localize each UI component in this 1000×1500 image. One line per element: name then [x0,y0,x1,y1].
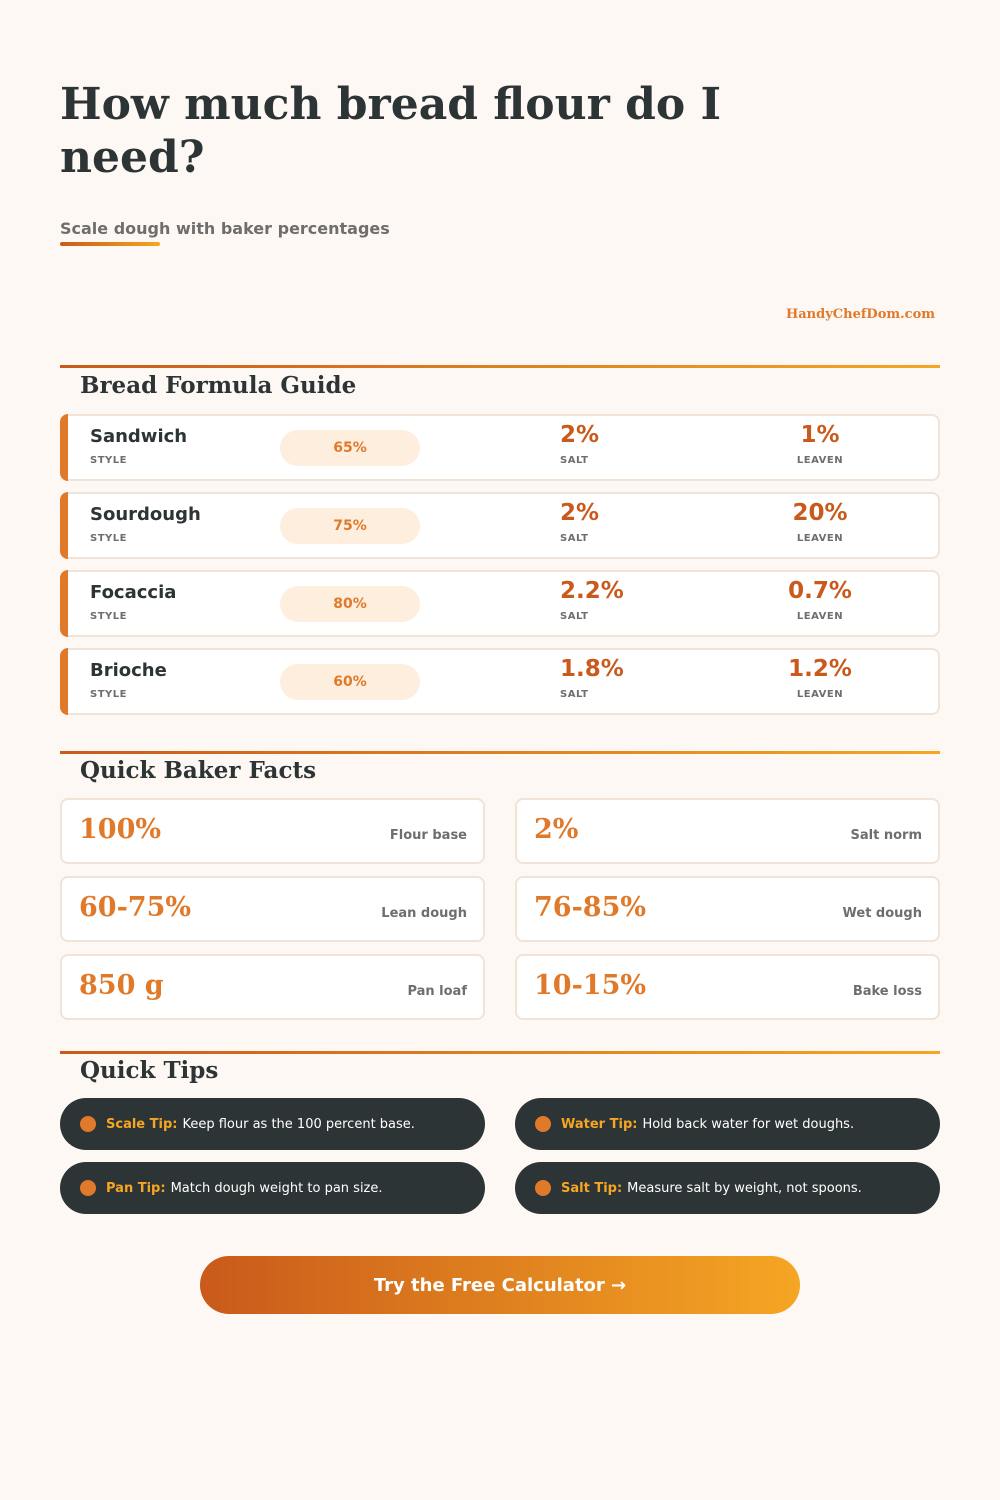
fact-label: Pan loaf [407,984,467,999]
page-title: How much bread flour do I need? [60,79,722,183]
tip-label: Scale Tip: [106,1116,178,1132]
fact-value: 850 g [79,970,164,1001]
fact-card: 100% Flour base [60,798,485,864]
salt-label: SALT [560,689,589,700]
row-accent [60,570,68,637]
tip-label: Water Tip: [561,1116,638,1132]
bullet-dot-icon [535,1180,551,1196]
formula-style-name: Sourdough [90,504,201,525]
salt-label: SALT [560,455,589,466]
formula-style-name: Sandwich [90,426,188,447]
section-divider [60,1051,940,1054]
hydration-pill: 65% [280,430,420,466]
formula-guide-title: Bread Formula Guide [80,372,357,399]
salt-label: SALT [560,611,589,622]
salt-value: 2% [560,500,600,526]
tip-label: Salt Tip: [561,1180,623,1196]
fact-card: 10-15% Bake loss [515,954,940,1020]
row-accent [60,492,68,559]
leaven-label: LEAVEN [796,455,844,466]
fact-card: 850 g Pan loaf [60,954,485,1020]
leaven-value: 1% [800,422,840,448]
salt-value: 2% [560,422,600,448]
salt-value: 1.8% [560,656,624,682]
fact-label: Flour base [389,828,467,843]
style-label: STYLE [90,455,127,466]
bullet-dot-icon [80,1180,96,1196]
fact-value: 10-15% [534,970,647,1001]
salt-value: 2.2% [560,578,624,604]
formula-row-focaccia: Focaccia STYLE 80% 2.2% SALT 0.7% LEAVEN [60,570,940,637]
section-divider [60,365,940,368]
formula-row-brioche: Brioche STYLE 60% 1.8% SALT 1.2% LEAVEN [60,648,940,715]
fact-value: 2% [534,814,579,845]
fact-value: 100% [79,814,162,845]
leaven-label: LEAVEN [796,611,844,622]
formula-row-sourdough: Sourdough STYLE 75% 2% SALT 20% LEAVEN [60,492,940,559]
facts-title: Quick Baker Facts [80,757,317,784]
fact-label: Salt norm [850,828,922,843]
leaven-label: LEAVEN [796,533,844,544]
hydration-pill: 60% [280,664,420,700]
formula-style-name: Brioche [90,660,167,681]
fact-label: Bake loss [852,984,922,999]
tip-card: Water Tip: Hold back water for wet dough… [515,1098,940,1150]
fact-card: 60-75% Lean dough [60,876,485,942]
fact-card: 2% Salt norm [515,798,940,864]
tip-text: Keep flour as the 100 percent base. [182,1116,415,1132]
bullet-dot-icon [535,1116,551,1132]
tip-text: Match dough weight to pan size. [170,1180,383,1196]
style-label: STYLE [90,689,127,700]
tip-text: Hold back water for wet doughs. [642,1116,855,1132]
page-subtitle: Scale dough with baker percentages [60,219,390,238]
style-label: STYLE [90,611,127,622]
subtitle-underline [60,242,160,246]
fact-label: Wet dough [842,906,923,921]
leaven-value: 1.2% [788,656,852,682]
section-divider [60,751,940,754]
leaven-value: 0.7% [788,578,852,604]
tip-label: Pan Tip: [106,1180,166,1196]
tip-text: Measure salt by weight, not spoons. [627,1180,862,1196]
leaven-value: 20% [792,500,848,526]
fact-value: 76-85% [534,892,647,923]
row-accent [60,648,68,715]
fact-label: Lean dough [381,906,467,921]
leaven-label: LEAVEN [796,689,844,700]
salt-label: SALT [560,533,589,544]
formula-style-name: Focaccia [90,582,177,603]
bullet-dot-icon [80,1116,96,1132]
hydration-pill: 80% [280,586,420,622]
style-label: STYLE [90,533,127,544]
tip-card: Pan Tip: Match dough weight to pan size. [60,1162,485,1214]
tip-card: Salt Tip: Measure salt by weight, not sp… [515,1162,940,1214]
tip-card: Scale Tip: Keep flour as the 100 percent… [60,1098,485,1150]
hydration-pill: 75% [280,508,420,544]
fact-value: 60-75% [79,892,192,923]
tips-title: Quick Tips [80,1057,219,1084]
row-accent [60,414,68,481]
formula-row-sandwich: Sandwich STYLE 65% 2% SALT 1% LEAVEN [60,414,940,481]
fact-card: 76-85% Wet dough [515,876,940,942]
free-calculator-button[interactable]: Try the Free Calculator → [200,1256,800,1314]
brand-link[interactable]: HandyChefDom.com [785,307,935,322]
